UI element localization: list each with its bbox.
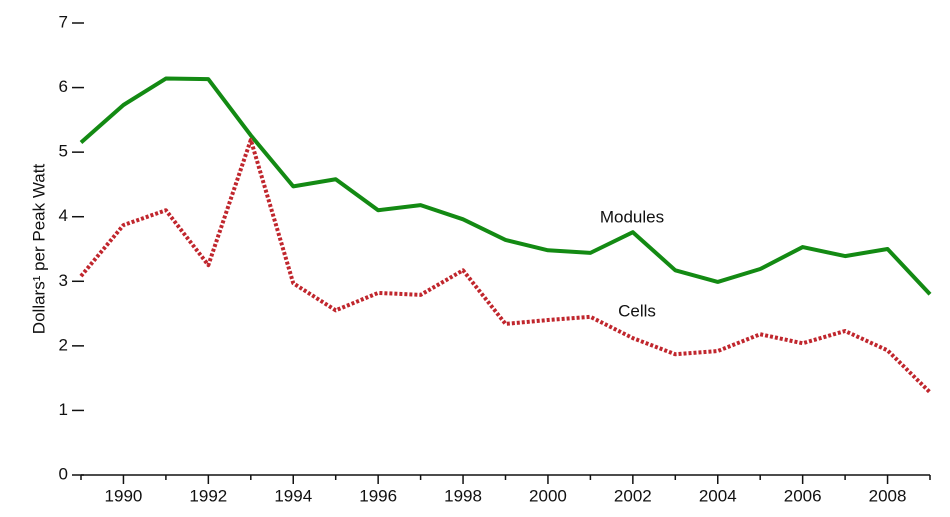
y-tick-label: 7 bbox=[59, 12, 68, 31]
series-line bbox=[79, 76, 932, 296]
x-tick-label: 1990 bbox=[105, 486, 143, 505]
series-label: Modules bbox=[600, 207, 664, 226]
series-label: Cells bbox=[618, 301, 656, 320]
y-tick-label: 0 bbox=[59, 464, 68, 483]
y-tick-label: 2 bbox=[59, 335, 68, 354]
y-tick-label: 6 bbox=[59, 77, 68, 96]
x-tick-label: 1994 bbox=[274, 486, 312, 505]
x-tick-label: 2000 bbox=[529, 486, 567, 505]
y-tick-label: 1 bbox=[59, 400, 68, 419]
x-tick-label: 1998 bbox=[444, 486, 482, 505]
y-tick-label: 3 bbox=[59, 271, 68, 290]
y-tick-label: 4 bbox=[59, 206, 68, 225]
x-tick-label: 2008 bbox=[869, 486, 907, 505]
y-tick-label: 5 bbox=[59, 142, 68, 161]
x-tick-label: 1992 bbox=[189, 486, 227, 505]
y-axis-label: Dollars¹ per Peak Watt bbox=[29, 164, 48, 335]
x-tick-label: 2002 bbox=[614, 486, 652, 505]
series-line bbox=[79, 137, 932, 394]
x-tick-label: 2006 bbox=[784, 486, 822, 505]
x-tick-label: 1996 bbox=[359, 486, 397, 505]
x-tick-label: 2004 bbox=[699, 486, 737, 505]
